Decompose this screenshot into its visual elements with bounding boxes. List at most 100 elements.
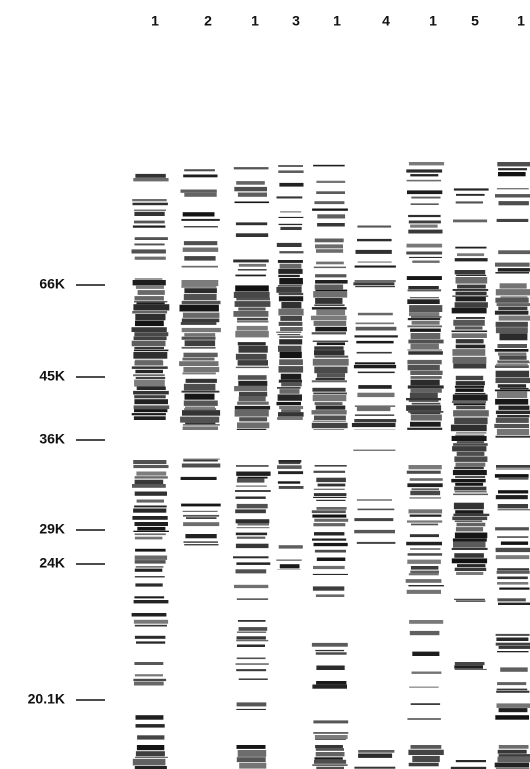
gel-band <box>408 215 441 217</box>
gel-band <box>408 553 443 556</box>
gel-band <box>452 296 488 297</box>
gel-band <box>316 378 345 380</box>
gel-band <box>181 286 216 288</box>
gel-band <box>278 275 300 277</box>
gel-band <box>236 519 270 523</box>
gel-band <box>411 745 442 749</box>
gel-band <box>453 220 487 223</box>
gel-band <box>132 613 167 617</box>
gel-band <box>236 354 267 360</box>
gel-band <box>316 249 343 253</box>
gel-band <box>277 387 301 389</box>
gel-band <box>236 486 267 487</box>
gel-band <box>412 672 442 674</box>
lane-label: 1 <box>251 13 259 29</box>
gel-band <box>238 381 267 386</box>
gel-band <box>498 353 526 356</box>
gel-band <box>185 340 216 346</box>
gel-band <box>453 443 488 446</box>
gel-band <box>455 386 484 388</box>
gel-band <box>183 522 219 526</box>
gel-band <box>452 308 487 314</box>
gel-band <box>410 297 439 298</box>
gel-band <box>134 416 166 420</box>
gel-band <box>233 260 269 263</box>
gel-band <box>136 641 165 643</box>
gel-band <box>135 321 164 326</box>
gel-band <box>498 250 530 254</box>
marker-label: 36K <box>39 431 65 447</box>
gel-band <box>234 585 268 588</box>
lane-label: 2 <box>204 13 212 29</box>
gel-band <box>495 349 529 352</box>
gel-band <box>134 405 170 409</box>
gel-band <box>501 542 528 545</box>
gel-band <box>408 230 442 234</box>
gel-band <box>237 318 268 321</box>
gel-band <box>315 327 347 332</box>
gel-band <box>185 534 216 538</box>
gel-band <box>499 201 529 205</box>
gel-band <box>314 416 346 421</box>
gel-band <box>407 560 441 564</box>
gel-band <box>356 250 392 254</box>
gel-band <box>314 304 344 306</box>
gel-band <box>135 625 167 627</box>
gel-band <box>134 662 163 665</box>
gel-band <box>495 272 529 273</box>
gel-band <box>357 407 391 411</box>
gel-band <box>315 757 343 759</box>
gel-band <box>498 603 530 605</box>
gel-band <box>237 422 269 428</box>
gel-band <box>136 286 164 289</box>
gel-band <box>496 555 530 559</box>
gel-band <box>411 316 442 318</box>
gel-band <box>498 168 527 170</box>
gel-band <box>279 293 304 295</box>
gel-band <box>358 750 394 753</box>
lane-label: 1 <box>333 13 341 29</box>
gel-band <box>455 483 483 486</box>
gel-band <box>132 366 168 369</box>
gel-band <box>313 720 348 723</box>
gel-band <box>179 361 218 366</box>
gel-band <box>353 282 394 285</box>
gel-band <box>314 367 347 374</box>
gel-band <box>317 373 345 378</box>
gel-band <box>134 212 164 216</box>
gel-band <box>184 353 218 357</box>
gel-band <box>499 646 530 649</box>
gel-band <box>278 481 300 483</box>
gel-band <box>182 266 218 268</box>
gel-band <box>498 757 530 763</box>
gel-band <box>406 252 442 255</box>
gel-band <box>455 521 482 522</box>
gel-band <box>278 471 303 474</box>
gel-band <box>353 450 395 451</box>
gel-band <box>407 349 442 350</box>
gel-band <box>180 417 219 423</box>
gel-band <box>496 289 530 295</box>
gel-band <box>408 318 440 320</box>
gel-band <box>313 393 347 395</box>
gel-band <box>406 169 442 172</box>
gel-band <box>134 395 166 398</box>
gel-band <box>135 533 166 535</box>
gel-band <box>411 376 442 379</box>
gel-band <box>280 389 300 394</box>
gel-band <box>133 460 166 464</box>
gel-band <box>238 193 267 197</box>
gel-band <box>183 511 218 512</box>
gel-band <box>239 392 267 397</box>
gel-band <box>133 374 165 376</box>
gel-band <box>497 162 530 166</box>
gel-band <box>315 298 342 304</box>
gel-band <box>134 682 164 686</box>
gel-band <box>133 531 169 532</box>
gel-band <box>497 219 529 222</box>
gel-band <box>355 415 394 416</box>
gel-band <box>280 211 301 212</box>
gel-band <box>136 724 165 728</box>
gel-band <box>456 527 483 531</box>
gel-band <box>315 550 346 553</box>
